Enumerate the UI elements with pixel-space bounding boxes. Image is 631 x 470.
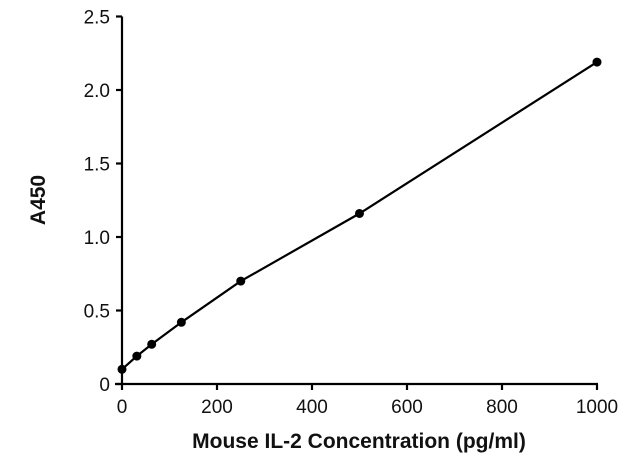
x-tick-label: 1000 <box>576 397 618 418</box>
data-point-marker <box>176 317 186 327</box>
y-tick-label: 2.0 <box>84 81 110 102</box>
x-tick-label: 800 <box>486 397 518 418</box>
x-tick-label: 200 <box>201 397 233 418</box>
y-axis-title: A450 <box>27 175 50 225</box>
x-tick-label: 0 <box>117 397 128 418</box>
data-point-marker <box>236 276 246 286</box>
x-axis: 0 200 400 600 800 1000 <box>115 382 618 418</box>
y-axis: 0 0.5 1.0 1.5 2.0 2.5 <box>84 8 124 396</box>
y-tick-label: 0 <box>99 375 110 396</box>
y-tick-label: 2.5 <box>84 8 110 29</box>
data-point-marker <box>592 57 602 67</box>
data-point-marker <box>147 339 157 349</box>
y-tick-label: 1.5 <box>84 155 110 176</box>
x-tick-label: 400 <box>296 397 328 418</box>
data-point-marker <box>355 208 364 218</box>
data-point-marker <box>132 351 142 361</box>
x-axis-title: Mouse IL-2 Concentration (pg/ml) <box>192 430 526 453</box>
y-tick-label: 1.0 <box>84 228 110 249</box>
x-tick-label: 600 <box>391 397 423 418</box>
plot-area <box>117 57 602 374</box>
data-point-marker <box>117 364 127 374</box>
y-tick-label: 0.5 <box>84 302 110 323</box>
